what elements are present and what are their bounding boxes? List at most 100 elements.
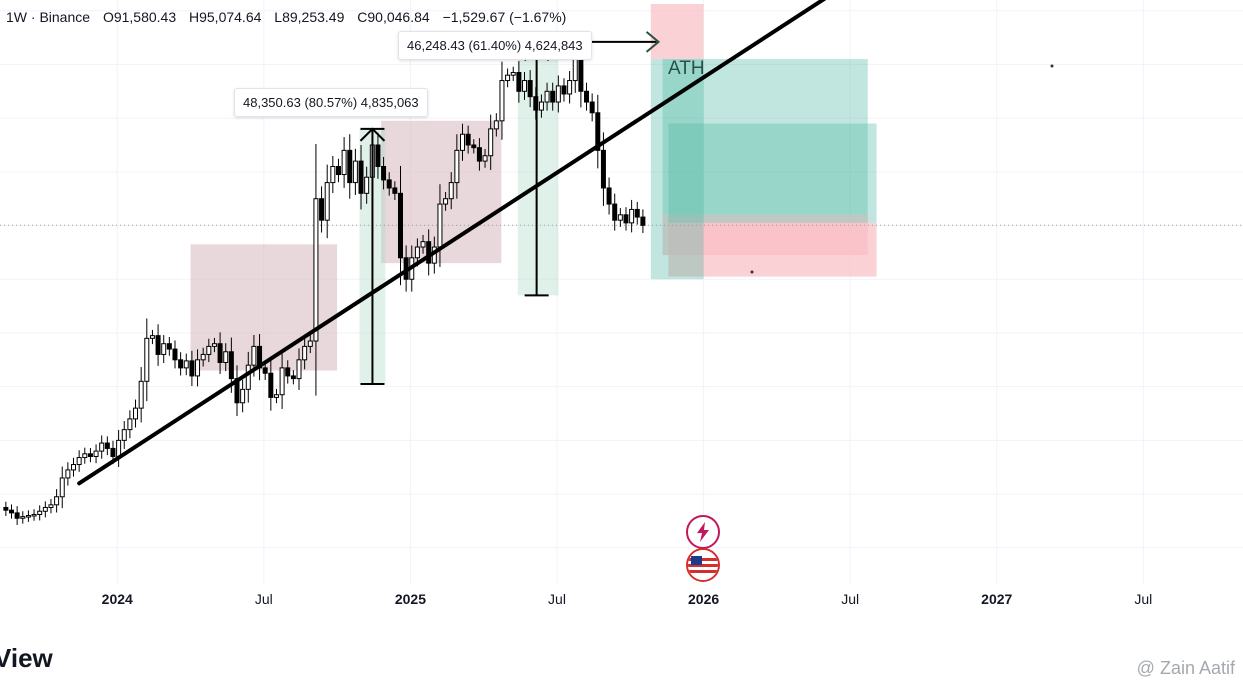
candle-down [375, 144, 381, 167]
measure-label-2[interactable]: 46,248.43 (61.40%) 4,624,843 [398, 31, 592, 60]
interval-exchange[interactable]: 1W · Binance [6, 9, 91, 25]
close-value: C90,046.84 [357, 9, 430, 25]
candle-down [262, 367, 268, 374]
candle-up [200, 353, 206, 361]
candle-down [14, 512, 20, 519]
x-tick-label: 2024 [102, 591, 133, 607]
candle-down [584, 90, 590, 103]
candle-up [555, 85, 561, 103]
x-tick-label: 2026 [688, 591, 719, 607]
candle-down [600, 149, 606, 189]
candle-up [414, 246, 420, 259]
candle-up [493, 120, 499, 130]
candle-up [37, 510, 43, 515]
candle-up [65, 469, 71, 479]
candle-down [172, 348, 178, 361]
candle-up [48, 504, 54, 509]
candle-up [161, 343, 167, 355]
us-flag-badge-icon[interactable] [686, 548, 720, 582]
candle-up [82, 453, 88, 459]
candle-up [352, 160, 358, 184]
candle-down [623, 214, 629, 224]
entry-zone [650, 59, 704, 280]
candle-down [104, 442, 110, 449]
candle-down [285, 367, 291, 377]
candle-down [476, 147, 482, 162]
candle-up [42, 507, 48, 512]
ath-label: ATH [668, 58, 705, 79]
candle-up [330, 165, 336, 184]
candle-up [251, 345, 257, 366]
watermark: @ Zain Aatif [1136, 658, 1235, 678]
ohlc-legend: 1W · Binance O91,580.43 H95,074.64 L89,2… [6, 9, 575, 25]
marker-dot [750, 270, 754, 274]
candle-down [465, 133, 471, 146]
x-tick-label: Jul [548, 591, 566, 607]
x-tick-label: Jul [841, 591, 859, 607]
candle-up [522, 80, 528, 92]
candle-down [561, 85, 567, 95]
candle-up [443, 198, 449, 205]
candle-up [99, 442, 105, 452]
x-tick-label: 2027 [981, 591, 1012, 607]
candle-down [640, 216, 646, 226]
candle-up [567, 80, 573, 95]
candle-down [550, 90, 556, 103]
candle-down [217, 343, 223, 364]
candle-down [290, 375, 296, 380]
candle-up [420, 241, 426, 248]
grid [0, 0, 1243, 585]
candle-up [324, 182, 330, 221]
lightning-badge-icon[interactable] [686, 515, 720, 549]
range-box-1 [190, 244, 338, 371]
candle-up [273, 394, 279, 398]
x-tick-label: Jul [255, 591, 273, 607]
candle-down [335, 165, 341, 176]
candle-down [319, 198, 325, 221]
candle-up [629, 208, 635, 224]
x-tick-label: Jul [1134, 591, 1152, 607]
candle-down [397, 192, 403, 259]
candle-up [482, 155, 488, 162]
candle-up [144, 337, 150, 382]
candle-up [133, 407, 139, 420]
candle-down [516, 72, 522, 92]
candle-down [595, 112, 601, 151]
candle-down [426, 241, 432, 264]
candle-up [206, 345, 212, 355]
candle-up [25, 515, 31, 518]
candle-up [54, 496, 60, 506]
marker-dot [1050, 64, 1054, 68]
candle-down [228, 351, 234, 380]
candle-up [510, 72, 516, 76]
candle-up [572, 58, 578, 82]
open-value: O91,580.43 [102, 9, 177, 25]
candle-down [381, 165, 387, 181]
candle-up [538, 101, 544, 111]
candle-up [437, 203, 443, 248]
candle-up [544, 90, 550, 103]
long-position-loss-2 [668, 222, 877, 277]
candle-up [223, 351, 229, 363]
candle-up [195, 359, 201, 377]
candle-up [93, 450, 99, 457]
candle-up [302, 345, 308, 361]
candle-up [20, 516, 26, 519]
lightning-icon [697, 522, 709, 542]
candle-down [87, 453, 93, 457]
candle-up [149, 335, 155, 339]
candle-up [245, 364, 251, 390]
candle-down [589, 101, 595, 114]
candle-up [121, 429, 127, 441]
low-value: L89,253.49 [274, 9, 345, 25]
candle-down [268, 372, 274, 398]
candle-up [505, 74, 511, 82]
candles [3, 42, 646, 525]
candle-up [279, 367, 285, 396]
candle-up [183, 360, 189, 369]
ath-arrow [645, 31, 661, 53]
candle-up [341, 149, 347, 176]
candle-down [347, 149, 353, 184]
measure-label-1[interactable]: 48,350.63 (80.57%) 4,835,063 [234, 88, 428, 117]
